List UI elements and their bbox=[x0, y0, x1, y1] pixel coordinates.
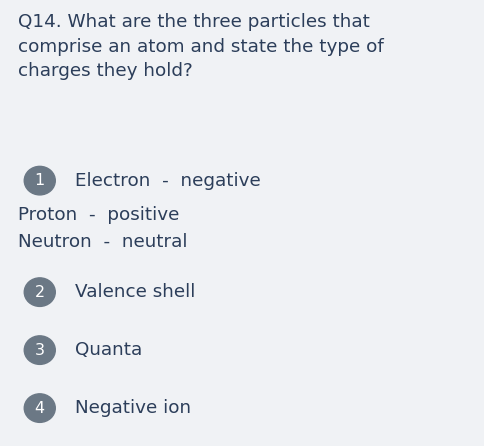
Text: Neutron  -  neutral: Neutron - neutral bbox=[18, 233, 187, 251]
Circle shape bbox=[24, 394, 55, 422]
Circle shape bbox=[24, 278, 55, 306]
Text: Electron  -  negative: Electron - negative bbox=[75, 172, 260, 190]
Circle shape bbox=[24, 336, 55, 364]
Text: Valence shell: Valence shell bbox=[75, 283, 195, 301]
Text: 1: 1 bbox=[34, 173, 45, 188]
Text: Quanta: Quanta bbox=[75, 341, 142, 359]
Text: Negative ion: Negative ion bbox=[75, 399, 191, 417]
Text: 2: 2 bbox=[35, 285, 45, 300]
Text: Q14. What are the three particles that
comprise an atom and state the type of
ch: Q14. What are the three particles that c… bbox=[18, 13, 383, 80]
Text: 4: 4 bbox=[35, 401, 45, 416]
Circle shape bbox=[24, 166, 55, 195]
Text: 3: 3 bbox=[35, 343, 45, 358]
Text: Proton  -  positive: Proton - positive bbox=[18, 206, 180, 224]
